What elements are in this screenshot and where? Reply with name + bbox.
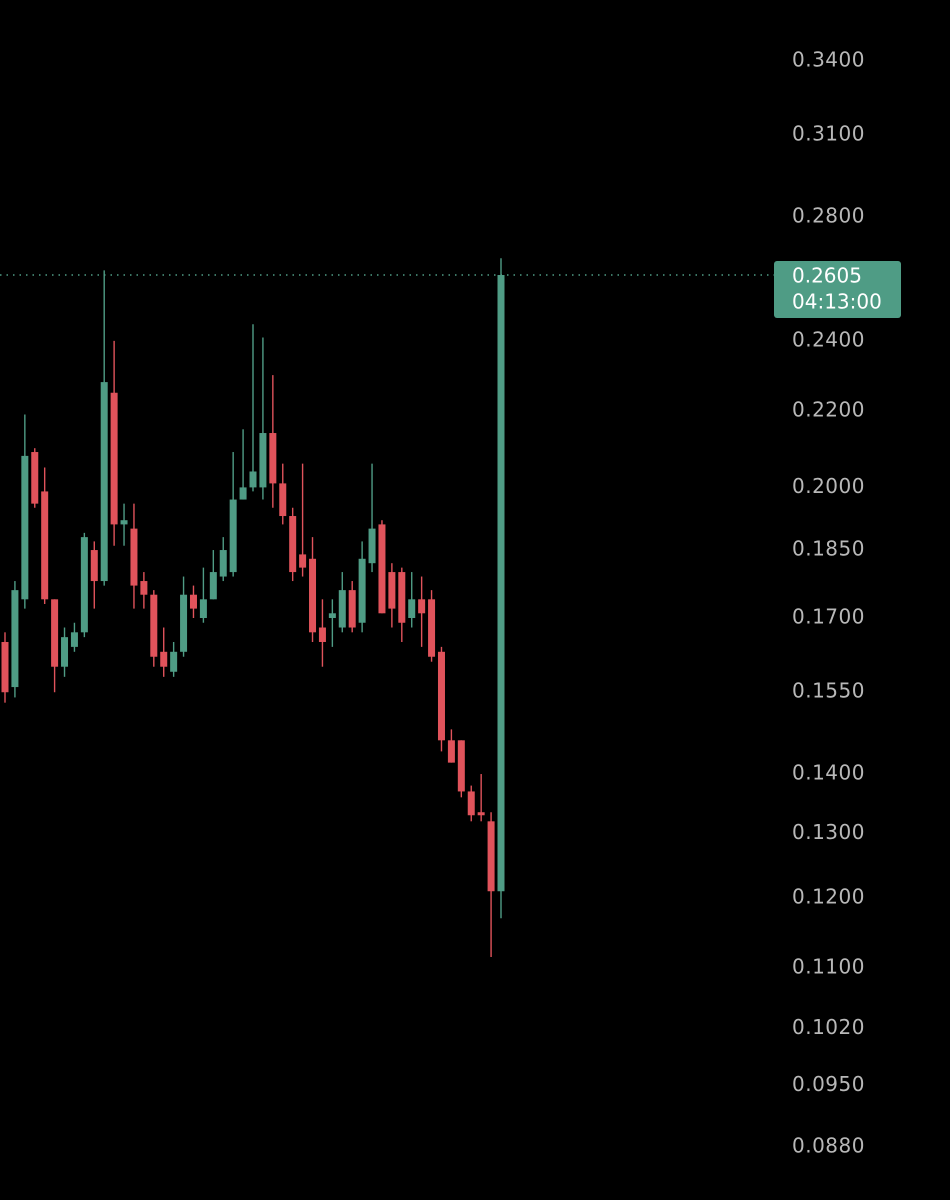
candle-body — [21, 455, 29, 600]
y-tick-label: 0.3100 — [792, 122, 865, 146]
y-tick-label: 0.1100 — [792, 954, 865, 978]
y-tick-label: 0.1020 — [792, 1015, 865, 1039]
candle-body — [80, 537, 88, 633]
candle-body — [150, 594, 158, 657]
y-tick-label: 0.3400 — [792, 47, 865, 71]
candle-body — [170, 651, 178, 672]
y-tick-label: 0.2000 — [792, 474, 865, 498]
candle-body — [388, 572, 396, 609]
candle-body — [219, 550, 227, 577]
candle-body — [408, 599, 416, 619]
y-tick-label: 0.1400 — [792, 761, 865, 785]
y-tick-label: 0.0950 — [792, 1072, 865, 1096]
y-tick-label: 0.1300 — [792, 820, 865, 844]
candle-body — [140, 581, 148, 595]
y-tick-label: 0.1850 — [792, 537, 865, 561]
candle-body — [289, 516, 297, 573]
candle-body — [31, 452, 39, 504]
candle-body — [348, 590, 356, 628]
candle-body — [497, 275, 505, 892]
candle-body — [90, 550, 98, 582]
candle-body — [110, 392, 118, 525]
y-tick-label: 0.2200 — [792, 397, 865, 421]
candle-body — [189, 594, 197, 609]
candle-body — [467, 791, 475, 816]
candle-body — [239, 487, 247, 500]
candle-body — [229, 499, 237, 573]
candle-body — [437, 651, 445, 741]
candle-body — [338, 590, 346, 628]
candle-body — [51, 599, 59, 667]
candle-body — [70, 632, 78, 647]
candle-body — [418, 599, 426, 614]
candle-body — [378, 524, 386, 614]
candle-body — [160, 651, 168, 667]
candle-body — [477, 812, 485, 816]
candle-body — [259, 433, 267, 488]
y-tick-label: 0.1550 — [792, 679, 865, 703]
candle-body — [100, 382, 108, 582]
y-tick-label: 0.0880 — [792, 1134, 865, 1158]
candle-body — [249, 471, 257, 488]
candle-body — [398, 572, 406, 623]
price-tag — [774, 261, 901, 319]
candle-body — [209, 572, 217, 600]
candle-body — [318, 627, 326, 642]
price-tag-countdown: 04:13:00 — [792, 290, 882, 314]
candle-body — [447, 740, 455, 763]
candle-body — [199, 599, 207, 619]
candle-body — [457, 740, 465, 792]
candle-body — [428, 599, 436, 657]
candle-body — [299, 554, 307, 568]
candle-body — [120, 520, 128, 525]
candle-body — [487, 821, 495, 892]
candle-body — [328, 613, 336, 619]
candle-body — [11, 590, 19, 688]
candle-body — [309, 558, 317, 633]
candle-body — [368, 528, 376, 564]
y-tick-label: 0.1200 — [792, 884, 865, 908]
y-tick-label: 0.1700 — [792, 605, 865, 629]
candle-body — [279, 483, 287, 517]
candle-body — [358, 558, 366, 623]
candle-body — [41, 491, 49, 600]
candle-body — [130, 528, 138, 586]
candle-body — [61, 637, 69, 667]
candle-body — [180, 594, 188, 652]
candle-body — [1, 641, 9, 693]
candle-body — [269, 433, 277, 484]
y-tick-label: 0.2400 — [792, 327, 865, 351]
price-tag-value: 0.2605 — [792, 264, 862, 288]
y-tick-label: 0.2800 — [792, 204, 865, 228]
